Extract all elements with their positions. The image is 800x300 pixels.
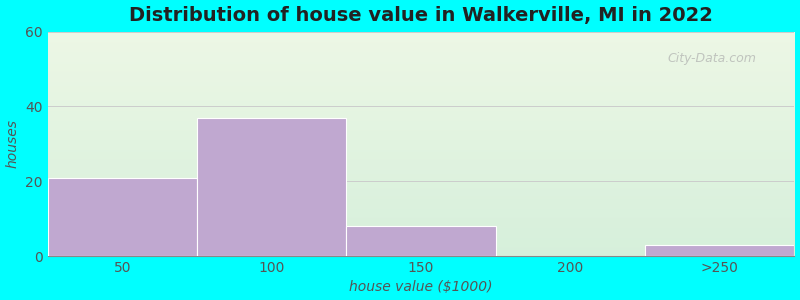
Bar	[197, 118, 346, 256]
Y-axis label: houses: houses	[6, 119, 19, 168]
Bar	[47, 178, 197, 256]
Bar	[346, 226, 496, 256]
Title: Distribution of house value in Walkerville, MI in 2022: Distribution of house value in Walkervil…	[129, 6, 713, 25]
Bar	[645, 245, 794, 256]
Text: City-Data.com: City-Data.com	[667, 52, 756, 65]
X-axis label: house value ($1000): house value ($1000)	[350, 280, 493, 294]
